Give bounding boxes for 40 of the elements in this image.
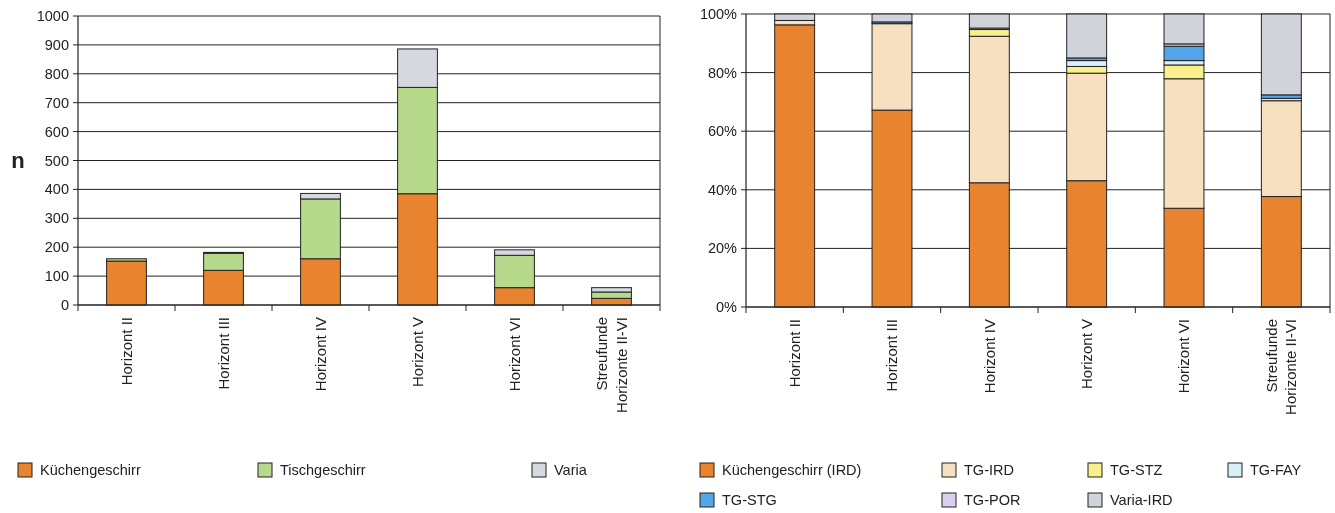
y-tick-label: 40% [707, 181, 738, 198]
x-tick-label: Horizont III [883, 319, 901, 392]
legend-label: TG-FAY [1250, 462, 1302, 479]
x-tick-label: Horizont VI [1175, 319, 1193, 394]
y-tick-label: 0 [60, 297, 69, 314]
x-tick-label: Horizont II [785, 319, 803, 388]
x-tick-label: Horizont III [214, 317, 232, 390]
y-tick-label: 600 [44, 123, 69, 140]
y-tick-label: 100% [699, 6, 738, 23]
y-tick-label: 300 [44, 210, 69, 227]
x-tick-label: Horizont V [408, 317, 426, 388]
y-tick-label: 400 [44, 181, 69, 198]
x-tick-label: Horizont IV [311, 317, 329, 392]
legend-label: Küchengeschirr (IRD) [722, 462, 862, 479]
legend-label: TG-POR [964, 492, 1021, 509]
legend-label: Varia [554, 462, 588, 479]
y-tick-label: 900 [44, 36, 69, 53]
x-tick-label: Horizont II [117, 317, 135, 386]
x-tick-label: Streufunde Horizonte II-VI [1262, 319, 1300, 415]
y-tick-label: 60% [707, 123, 738, 140]
legend-label: TG-STZ [1110, 462, 1163, 479]
y-tick-label: 200 [44, 239, 69, 256]
y-tick-label: 500 [44, 152, 69, 169]
y-tick-label: 100 [44, 268, 69, 285]
y-tick-label: 20% [707, 240, 738, 257]
x-tick-label: Horizont V [1077, 319, 1095, 390]
y-tick-label: 0% [716, 299, 738, 316]
y-axis-title: n [11, 148, 25, 174]
legend-label: Tischgeschirr [280, 462, 366, 479]
legend-label: TG-IRD [964, 462, 1014, 479]
legend-label: Küchengeschirr [40, 462, 141, 479]
x-tick-label: Streufunde Horizonte II-VI [593, 317, 630, 413]
y-tick-label: 80% [707, 64, 738, 81]
legend-label: Varia-IRD [1110, 492, 1173, 509]
legend-label: TG-STG [722, 492, 777, 509]
y-tick-label: 800 [44, 65, 69, 82]
y-tick-label: 700 [44, 94, 69, 111]
y-tick-label: 1000 [36, 8, 69, 25]
x-tick-label: Horizont VI [505, 317, 523, 392]
x-tick-label: Horizont IV [980, 319, 998, 394]
